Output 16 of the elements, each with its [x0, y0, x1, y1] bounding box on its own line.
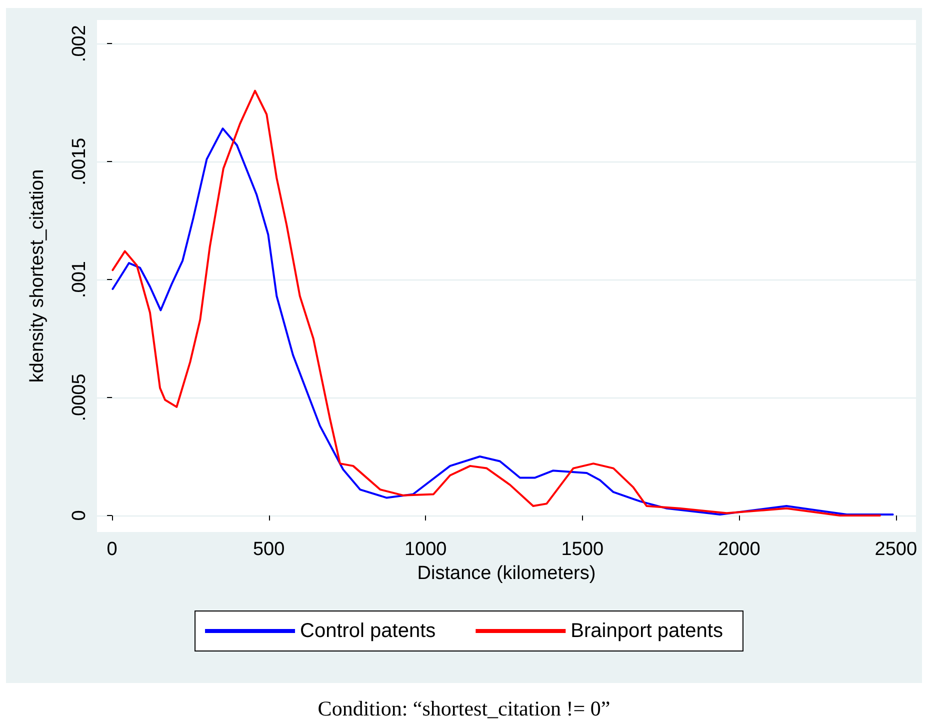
y-tick-label: .0005: [69, 374, 90, 422]
x-tick-label: 0: [106, 539, 118, 560]
legend-label: Brainport patents: [570, 620, 723, 642]
x-tick-label: 500: [252, 539, 285, 560]
y-tick-label: .001: [69, 261, 90, 298]
x-tick-label: 2000: [718, 539, 760, 560]
x-tick-label: 1500: [561, 539, 604, 560]
x-tick-label: 2500: [874, 539, 918, 560]
y-tick-label: .0015: [69, 138, 90, 186]
legend-label: Control patents: [300, 620, 436, 642]
x-axis-title: Distance (kilometers): [417, 562, 596, 584]
y-tick-label: .002: [69, 25, 90, 62]
text: Condition: “shortest_citation != 0”: [318, 696, 610, 720]
y-axis-title: kdensity shortest_citation: [27, 169, 48, 383]
x-tick-label: 1000: [404, 539, 447, 560]
y-tick-label: 0: [69, 510, 90, 521]
